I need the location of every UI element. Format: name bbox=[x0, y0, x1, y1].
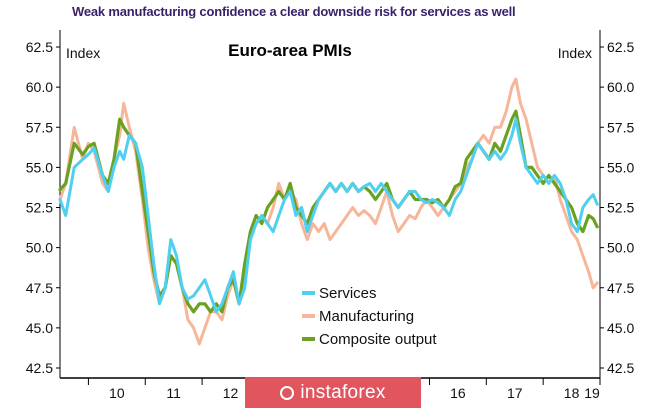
x-tick-label-12: 12 bbox=[223, 385, 239, 401]
legend-label-composite-output: Composite output bbox=[319, 331, 437, 348]
series-line-services bbox=[58, 117, 599, 314]
y-tick-label-left: 57.5 bbox=[26, 119, 53, 135]
left-axis-label: Index bbox=[66, 45, 100, 61]
y-tick-label-left: 42.5 bbox=[26, 360, 53, 376]
x-tick-label-11: 11 bbox=[166, 385, 181, 401]
legend-label-services: Services bbox=[319, 285, 377, 302]
y-tick-label-right: 50.0 bbox=[607, 240, 634, 256]
series-group bbox=[58, 77, 599, 346]
chart-headline: Weak manufacturing confidence a clear do… bbox=[72, 4, 516, 19]
instaforex-logo-icon bbox=[280, 386, 295, 400]
x-tick-label-18: 18 bbox=[564, 385, 580, 401]
chart-title: Euro-area PMIs bbox=[228, 41, 352, 60]
x-tick-label-16: 16 bbox=[450, 385, 466, 401]
chart-legend: Services Manufacturing Composite output bbox=[302, 285, 437, 348]
y-tick-label-left: 45.0 bbox=[26, 320, 53, 336]
y-tick-group: 62.5 62.5 60.0 60.0 57.5 57.5 55.0 55.0 52.5 52.5… bbox=[26, 39, 635, 376]
y-tick-label-left: 52.5 bbox=[26, 200, 53, 216]
y-tick-label-right: 60.0 bbox=[607, 79, 634, 95]
y-tick-label-left: 47.5 bbox=[26, 280, 53, 296]
y-tick-label-right: 57.5 bbox=[607, 119, 634, 135]
legend-label-manufacturing: Manufacturing bbox=[319, 308, 414, 325]
y-tick-label-right: 52.5 bbox=[607, 200, 634, 216]
x-tick-label-17: 17 bbox=[507, 385, 523, 401]
y-tick-label-left: 60.0 bbox=[26, 79, 53, 95]
y-tick-label-right: 62.5 bbox=[607, 39, 634, 55]
y-tick-label-right: 45.0 bbox=[607, 320, 634, 336]
instaforex-watermark: instaforex bbox=[245, 377, 421, 408]
y-tick-label-right: 42.5 bbox=[607, 360, 634, 376]
x-tick-label-10: 10 bbox=[109, 385, 125, 401]
series-line-composite-output bbox=[58, 109, 599, 314]
x-tick-label-19: 19 bbox=[584, 385, 600, 401]
y-tick-label-left: 50.0 bbox=[26, 240, 53, 256]
right-axis-label: Index bbox=[558, 45, 592, 61]
y-tick-label-right: 47.5 bbox=[607, 280, 634, 296]
y-tick-label-right: 55.0 bbox=[607, 159, 634, 175]
y-tick-label-left: 62.5 bbox=[26, 39, 53, 55]
y-tick-label-left: 55.0 bbox=[26, 159, 53, 175]
watermark-text: instaforex bbox=[300, 382, 386, 403]
